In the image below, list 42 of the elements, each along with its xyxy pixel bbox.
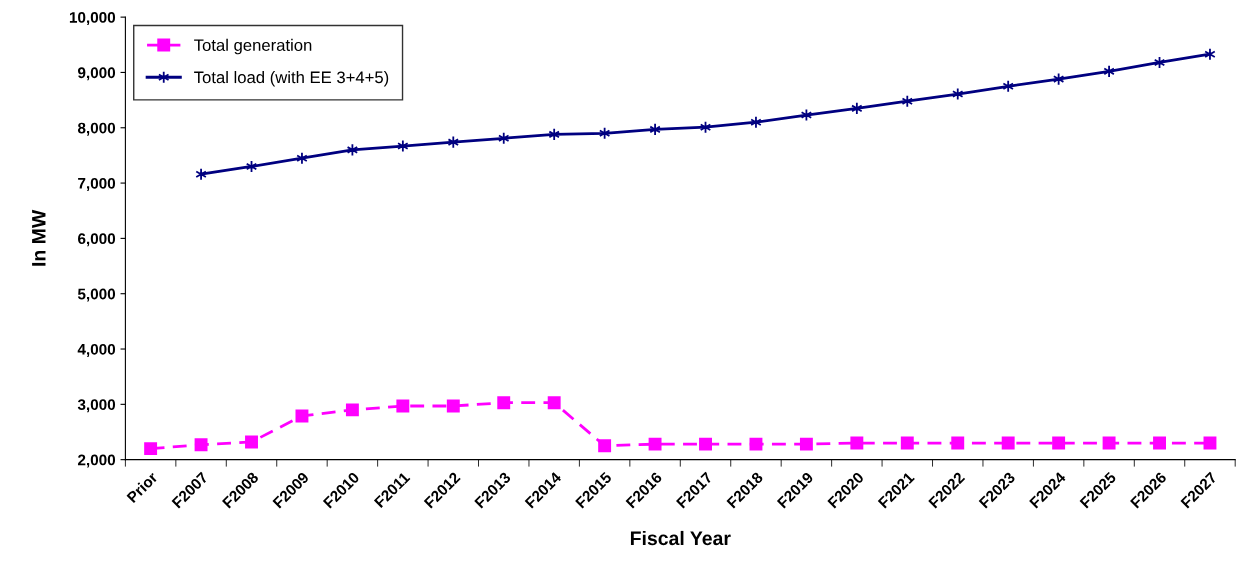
- point: [1052, 436, 1066, 450]
- point: [699, 437, 712, 451]
- point: [598, 126, 611, 140]
- point: [295, 409, 309, 423]
- y-tick-label: 6,000: [78, 233, 116, 247]
- point: [648, 437, 662, 451]
- point: [396, 399, 410, 413]
- point: [749, 437, 763, 451]
- point: [900, 436, 914, 450]
- legend-label: Total load (with EE 3+4+5): [194, 71, 389, 87]
- point: [951, 436, 965, 450]
- y-tick-label: 10,000: [69, 12, 116, 26]
- y-tick-label: 9,000: [77, 67, 116, 81]
- point: [1001, 436, 1015, 450]
- point: [952, 87, 964, 101]
- point: [497, 396, 511, 410]
- point: [245, 435, 258, 449]
- y-tick-label: 3,000: [77, 399, 116, 413]
- point: [649, 122, 661, 136]
- point: [1203, 436, 1217, 450]
- point: [144, 442, 158, 456]
- point: [548, 127, 560, 141]
- point: [598, 439, 612, 453]
- y-tick-label: 5,000: [77, 288, 116, 302]
- point: [397, 139, 409, 153]
- point: [547, 396, 561, 410]
- point: [851, 101, 863, 115]
- point: [1153, 436, 1166, 450]
- y-tick-label: 8,000: [77, 122, 116, 136]
- legend-label: Total generation: [194, 38, 312, 55]
- point: [1103, 64, 1115, 78]
- point: [850, 436, 864, 450]
- y-axis-title: In MW: [32, 209, 46, 266]
- y-tick-label: 2,000: [77, 454, 116, 468]
- y-tick-label: 7,000: [78, 177, 116, 191]
- point: [194, 438, 208, 452]
- point: [446, 399, 460, 413]
- point: [799, 437, 813, 451]
- point: [1102, 436, 1116, 450]
- y-tick-label: 4,000: [77, 343, 116, 357]
- x-axis-title: Fiscal Year: [630, 530, 731, 546]
- point: [345, 403, 359, 417]
